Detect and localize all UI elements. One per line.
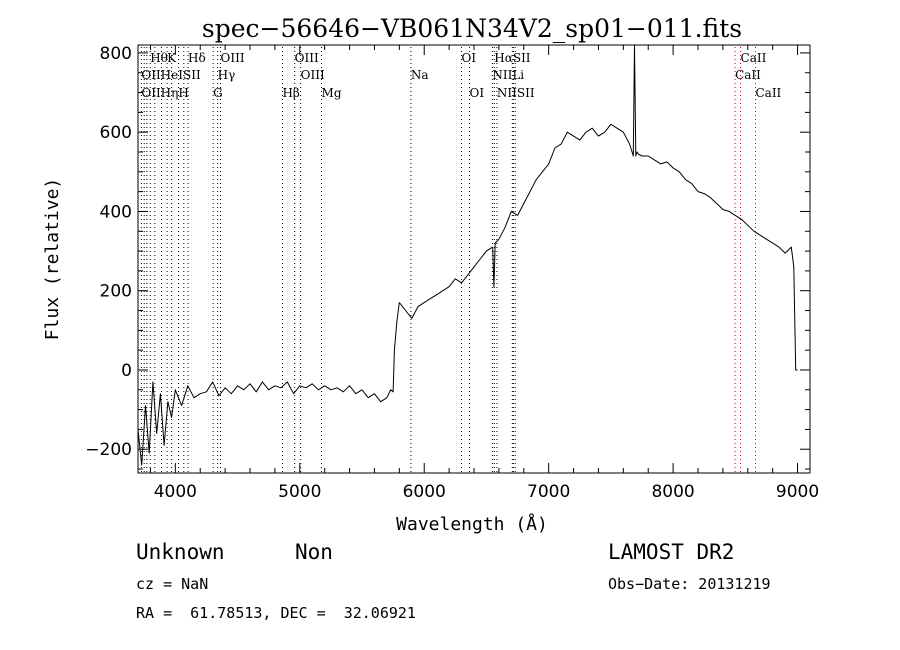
line-label: OIII [221,51,245,65]
line-label: K [167,51,177,65]
line-label: Hθ [150,51,168,65]
line-label: NIISII [497,86,535,100]
line-label: OIII [295,51,319,65]
x-tick-label: 8000 [651,482,694,502]
y-tick-label: 800 [100,44,132,64]
line-label: Li [512,68,524,82]
line-annotation-layer: Hθ K Hδ OIII OIII OI HαSII CaII OIIHeISII Hγ OIII N… [140,47,782,473]
x-tick-label: 6000 [403,482,446,502]
redshift-cz: cz = NaN [136,575,209,593]
x-tick-label: 4000 [154,482,197,502]
line-label: OIIHηH [141,86,188,100]
line-label: Hγ [218,68,236,82]
spectrum-layer [137,44,798,466]
survey-label: LAMOST DR2 [608,540,735,564]
line-label: OI [462,51,477,65]
y-tick-label: 400 [100,202,132,222]
line-label: OIII [301,68,325,82]
y-tick-label: 0 [121,361,132,381]
y-axis-label: Flux (relative) [42,178,63,341]
line-label: CaII [735,68,761,82]
line-label: CaII [755,86,781,100]
y-tick-label: −200 [85,440,132,460]
line-label: G [213,86,223,100]
y-tick-label: 200 [100,282,132,302]
coordinates: RA = 61.78513, DEC = 32.06921 [136,604,416,622]
line-label: OIIHeISII [141,68,201,82]
line-label: Na [411,68,429,82]
object-class: Unknown [136,540,225,564]
line-label: Mg [322,86,342,100]
y-tick-label: 600 [100,123,132,143]
x-axis-label: Wavelength (Å) [396,513,548,535]
spectrum-line [137,44,798,466]
line-label: NII [492,68,512,82]
line-label: OI [470,86,485,100]
line-label: Hδ [188,51,206,65]
observation-date: Obs−Date: 20131219 [608,575,771,593]
x-tick-label: 7000 [527,482,570,502]
object-subclass: Non [295,540,333,564]
line-label: CaII [741,51,767,65]
x-tick-label: 5000 [278,482,321,502]
chart-title: spec−56646−VB061N34V2_sp01−011.fits [202,14,742,43]
line-label: HαSII [494,51,531,65]
plot-frame [137,44,811,474]
axis-layer: 4000 5000 6000 7000 8000 9000 −200 0 200 400 600 80… [85,44,819,502]
line-label: Hβ [282,86,299,100]
x-tick-label: 9000 [776,482,819,502]
